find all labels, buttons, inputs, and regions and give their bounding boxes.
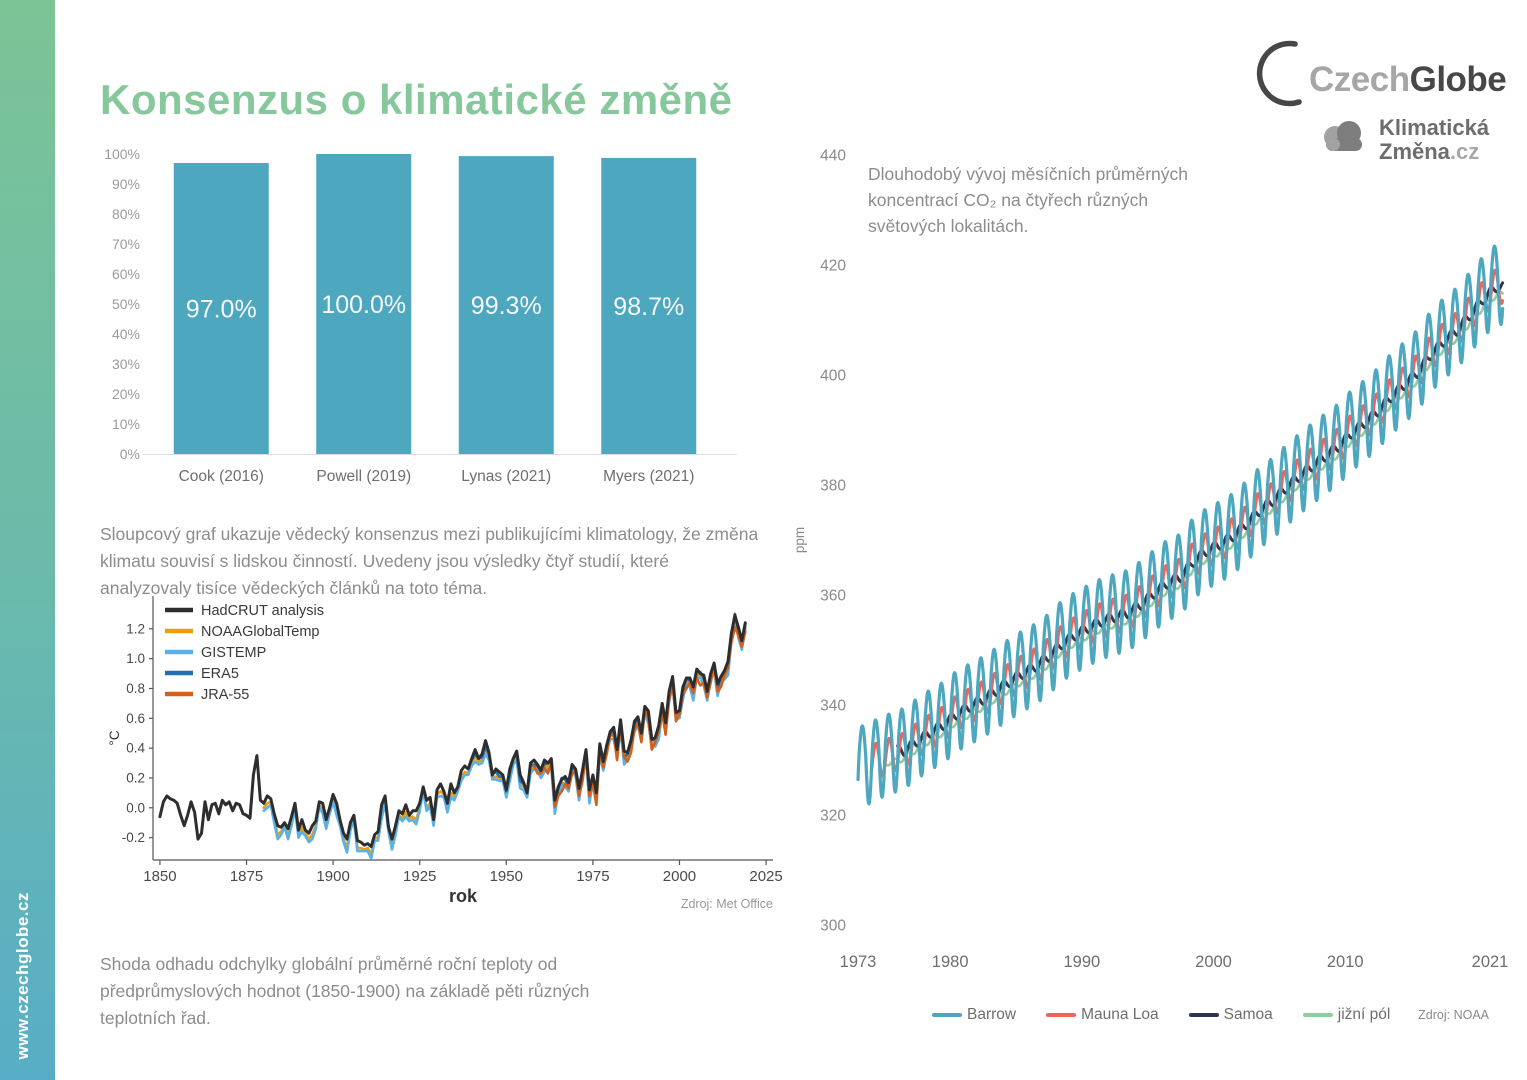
jizni-pol-swatch bbox=[1302, 1013, 1333, 1017]
bar-ytick: 100% bbox=[104, 146, 140, 162]
temp-ytick: 0.0 bbox=[126, 800, 145, 815]
temp-legend-label: ERA5 bbox=[201, 666, 239, 682]
temp-xtick: 1975 bbox=[576, 868, 609, 885]
legend-item-mauna-loa: Mauna Loa bbox=[1046, 1006, 1159, 1024]
bar-ytick: 40% bbox=[112, 326, 140, 342]
temp-xtick: 1950 bbox=[490, 868, 523, 885]
bar-value-label: 99.3% bbox=[471, 292, 542, 320]
bar-ytick: 30% bbox=[112, 356, 140, 372]
bar-ytick: 10% bbox=[112, 416, 140, 432]
co2-xtick: 1980 bbox=[932, 953, 969, 971]
co2-ytick: 400 bbox=[820, 368, 846, 385]
co2-series-Barrow bbox=[856, 244, 1505, 806]
bar-Cook (2016) bbox=[173, 163, 269, 454]
co2-concentration-chart: 300 320 340 360 380 400 420 440 ppm 1973 1980 1990 2… bbox=[792, 148, 1509, 972]
bar-ytick: 90% bbox=[112, 176, 140, 192]
temp-ytick: -0.2 bbox=[122, 830, 145, 845]
temp-ytick: 0.2 bbox=[126, 770, 145, 785]
samoa-swatch bbox=[1188, 1013, 1219, 1017]
bar-ytick: 70% bbox=[112, 236, 140, 252]
cloud-icon bbox=[1318, 118, 1370, 161]
temp-series-JRA-55 bbox=[532, 626, 747, 808]
temp-legend-label: JRA-55 bbox=[201, 687, 249, 703]
bar-ytick: 20% bbox=[112, 386, 140, 402]
czechglobe-logo: CzechGlobe bbox=[1243, 36, 1507, 123]
temperature-anomaly-chart: 1850 1875 1900 1925 1950 1975 2000 2025 -0.2 0.0 0… bbox=[107, 596, 783, 911]
temp-ytick: 1.0 bbox=[126, 651, 145, 666]
bar-category-label: Lynas (2021) bbox=[461, 468, 551, 485]
temp-series-ERA5 bbox=[470, 612, 747, 808]
co2-source-label: Zdroj: NOAA bbox=[1418, 1008, 1489, 1022]
bar-value-label: 98.7% bbox=[613, 293, 684, 321]
legend-item-jizni-pol: jižní pól bbox=[1302, 1006, 1390, 1024]
bar-value-label: 100.0% bbox=[321, 291, 406, 319]
bar-value-label: 97.0% bbox=[186, 296, 257, 324]
temp-ylabel: °C bbox=[107, 730, 122, 745]
co2-ytick: 340 bbox=[820, 698, 846, 715]
bar-Powell (2019) bbox=[316, 154, 412, 454]
consensus-bar-chart: 0% 10% 20% 30% 40% 50% 60% 70% 80% 90% 100% 97.0% Co… bbox=[104, 146, 737, 485]
co2-ytick: 380 bbox=[820, 478, 846, 495]
temp-legend-label: GISTEMP bbox=[201, 645, 266, 661]
co2-ytick: 360 bbox=[820, 588, 846, 605]
klimaticka-zmena-logo: Klimatická Změna.cz bbox=[1318, 116, 1489, 164]
temp-series-HadCRUT analysis bbox=[158, 613, 747, 849]
co2-xtick: 2000 bbox=[1195, 953, 1232, 971]
co2-ytick: 420 bbox=[820, 258, 846, 275]
co2-xtick: 2021 bbox=[1472, 953, 1509, 971]
bar-Myers (2021) bbox=[601, 157, 697, 454]
bar-ytick: 60% bbox=[112, 266, 140, 282]
temp-legend-label: NOAAGlobalTemp bbox=[201, 624, 319, 640]
co2-xtick: 1990 bbox=[1063, 953, 1100, 971]
sidebar-gradient-strip: www.czechglobe.cz bbox=[0, 0, 55, 1080]
co2-xtick: 1973 bbox=[840, 953, 877, 971]
temp-ytick: 1.2 bbox=[126, 621, 145, 636]
co2-ytick: 300 bbox=[820, 918, 846, 935]
bar-Lynas (2021) bbox=[458, 156, 554, 454]
temp-series-NOAAGlobalTemp bbox=[262, 617, 747, 856]
legend-item-samoa: Samoa bbox=[1188, 1006, 1273, 1024]
temp-xlabel: rok bbox=[449, 886, 478, 906]
bar-category-label: Powell (2019) bbox=[316, 468, 411, 485]
page-title: Konsenzus o klimatické změně bbox=[100, 76, 733, 124]
temp-series-GISTEMP bbox=[262, 618, 747, 860]
co2-ytick: 440 bbox=[820, 148, 846, 165]
co2-chart-legend: Barrow Mauna Loa Samoa jižní pól bbox=[932, 1006, 1390, 1024]
barrow-swatch bbox=[932, 1013, 962, 1017]
bar-ytick: 50% bbox=[112, 296, 140, 312]
co2-ytick: 320 bbox=[820, 808, 846, 825]
temp-xtick: 2025 bbox=[749, 868, 782, 885]
temp-xtick: 1900 bbox=[316, 868, 349, 885]
bar-category-label: Myers (2021) bbox=[603, 468, 694, 485]
legend-item-barrow: Barrow bbox=[932, 1006, 1016, 1024]
bar-ytick: 0% bbox=[120, 446, 140, 462]
temp-xtick: 1875 bbox=[230, 868, 263, 885]
temp-ytick: 0.4 bbox=[126, 741, 145, 756]
czechglobe-wordmark: CzechGlobe bbox=[1309, 59, 1507, 99]
temp-xtick: 1925 bbox=[403, 868, 436, 885]
bar-category-label: Cook (2016) bbox=[179, 468, 264, 485]
website-url: www.czechglobe.cz bbox=[13, 892, 32, 1060]
temp-xtick: 1850 bbox=[143, 868, 176, 885]
bar-chart-caption: Sloupcový graf ukazuje vědecký konsenzus… bbox=[100, 523, 759, 598]
temperature-chart-caption: Shoda odhadu odchylky globální průměrné … bbox=[100, 953, 590, 1028]
co2-chart-description: Dlouhodobý vývoj měsíčních průměrných ko… bbox=[868, 163, 1189, 237]
temp-source-label: Zdroj: Met Office bbox=[681, 897, 773, 911]
co2-xtick: 2010 bbox=[1327, 953, 1364, 971]
temp-ytick: 0.8 bbox=[126, 681, 145, 696]
temp-ytick: 0.6 bbox=[126, 711, 145, 726]
bar-ytick: 80% bbox=[112, 206, 140, 222]
co2-ylabel: ppm bbox=[792, 527, 807, 553]
czechglobe-crescent-icon bbox=[1243, 36, 1317, 123]
temp-legend-label: HadCRUT analysis bbox=[201, 603, 324, 619]
temp-xtick: 2000 bbox=[663, 868, 696, 885]
klimaticka-wordmark: Klimatická Změna.cz bbox=[1379, 115, 1490, 164]
mauna-loa-swatch bbox=[1046, 1013, 1077, 1017]
co2-series-Mauna Loa bbox=[869, 268, 1505, 778]
